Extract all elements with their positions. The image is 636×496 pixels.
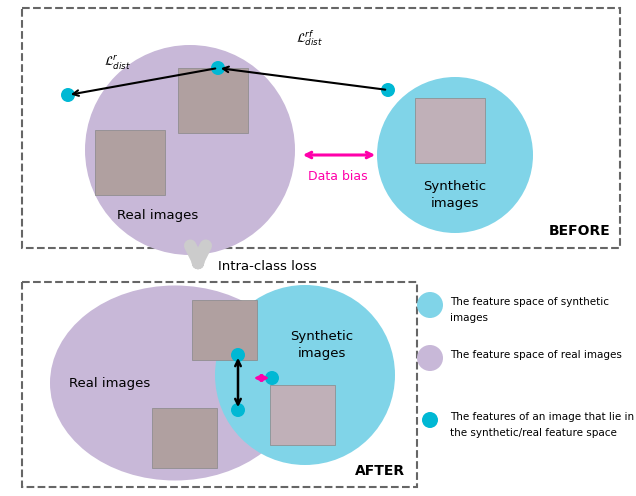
Circle shape [85,45,295,255]
FancyBboxPatch shape [415,98,485,163]
Circle shape [417,345,443,371]
Text: the synthetic/real feature space: the synthetic/real feature space [450,428,617,438]
Text: Intra-class loss: Intra-class loss [218,259,317,272]
Text: Data bias: Data bias [308,170,368,183]
Text: $\mathcal{L}^{rf}_{dist}$: $\mathcal{L}^{rf}_{dist}$ [296,28,324,48]
FancyBboxPatch shape [270,385,335,445]
FancyBboxPatch shape [95,130,165,195]
Text: $\mathcal{L}^{r}_{dist}$: $\mathcal{L}^{r}_{dist}$ [104,54,132,72]
Text: The feature space of real images: The feature space of real images [450,350,622,360]
Circle shape [61,88,75,102]
FancyBboxPatch shape [178,68,248,133]
Circle shape [265,371,279,385]
Text: Synthetic
images: Synthetic images [291,330,354,360]
FancyBboxPatch shape [192,300,257,360]
Text: Real images: Real images [118,208,198,222]
Text: images: images [450,313,488,323]
FancyBboxPatch shape [152,408,217,468]
Ellipse shape [50,286,300,481]
Circle shape [377,77,533,233]
Circle shape [211,61,225,75]
Circle shape [422,412,438,428]
Text: AFTER: AFTER [355,464,405,478]
Circle shape [231,403,245,417]
Text: Synthetic
images: Synthetic images [424,180,487,210]
Text: BEFORE: BEFORE [548,224,610,238]
Circle shape [417,292,443,318]
Circle shape [215,285,395,465]
Circle shape [381,83,395,97]
Circle shape [231,348,245,362]
Text: The feature space of synthetic: The feature space of synthetic [450,297,609,307]
Text: Real images: Real images [69,376,151,389]
Text: The features of an image that lie in: The features of an image that lie in [450,412,634,422]
